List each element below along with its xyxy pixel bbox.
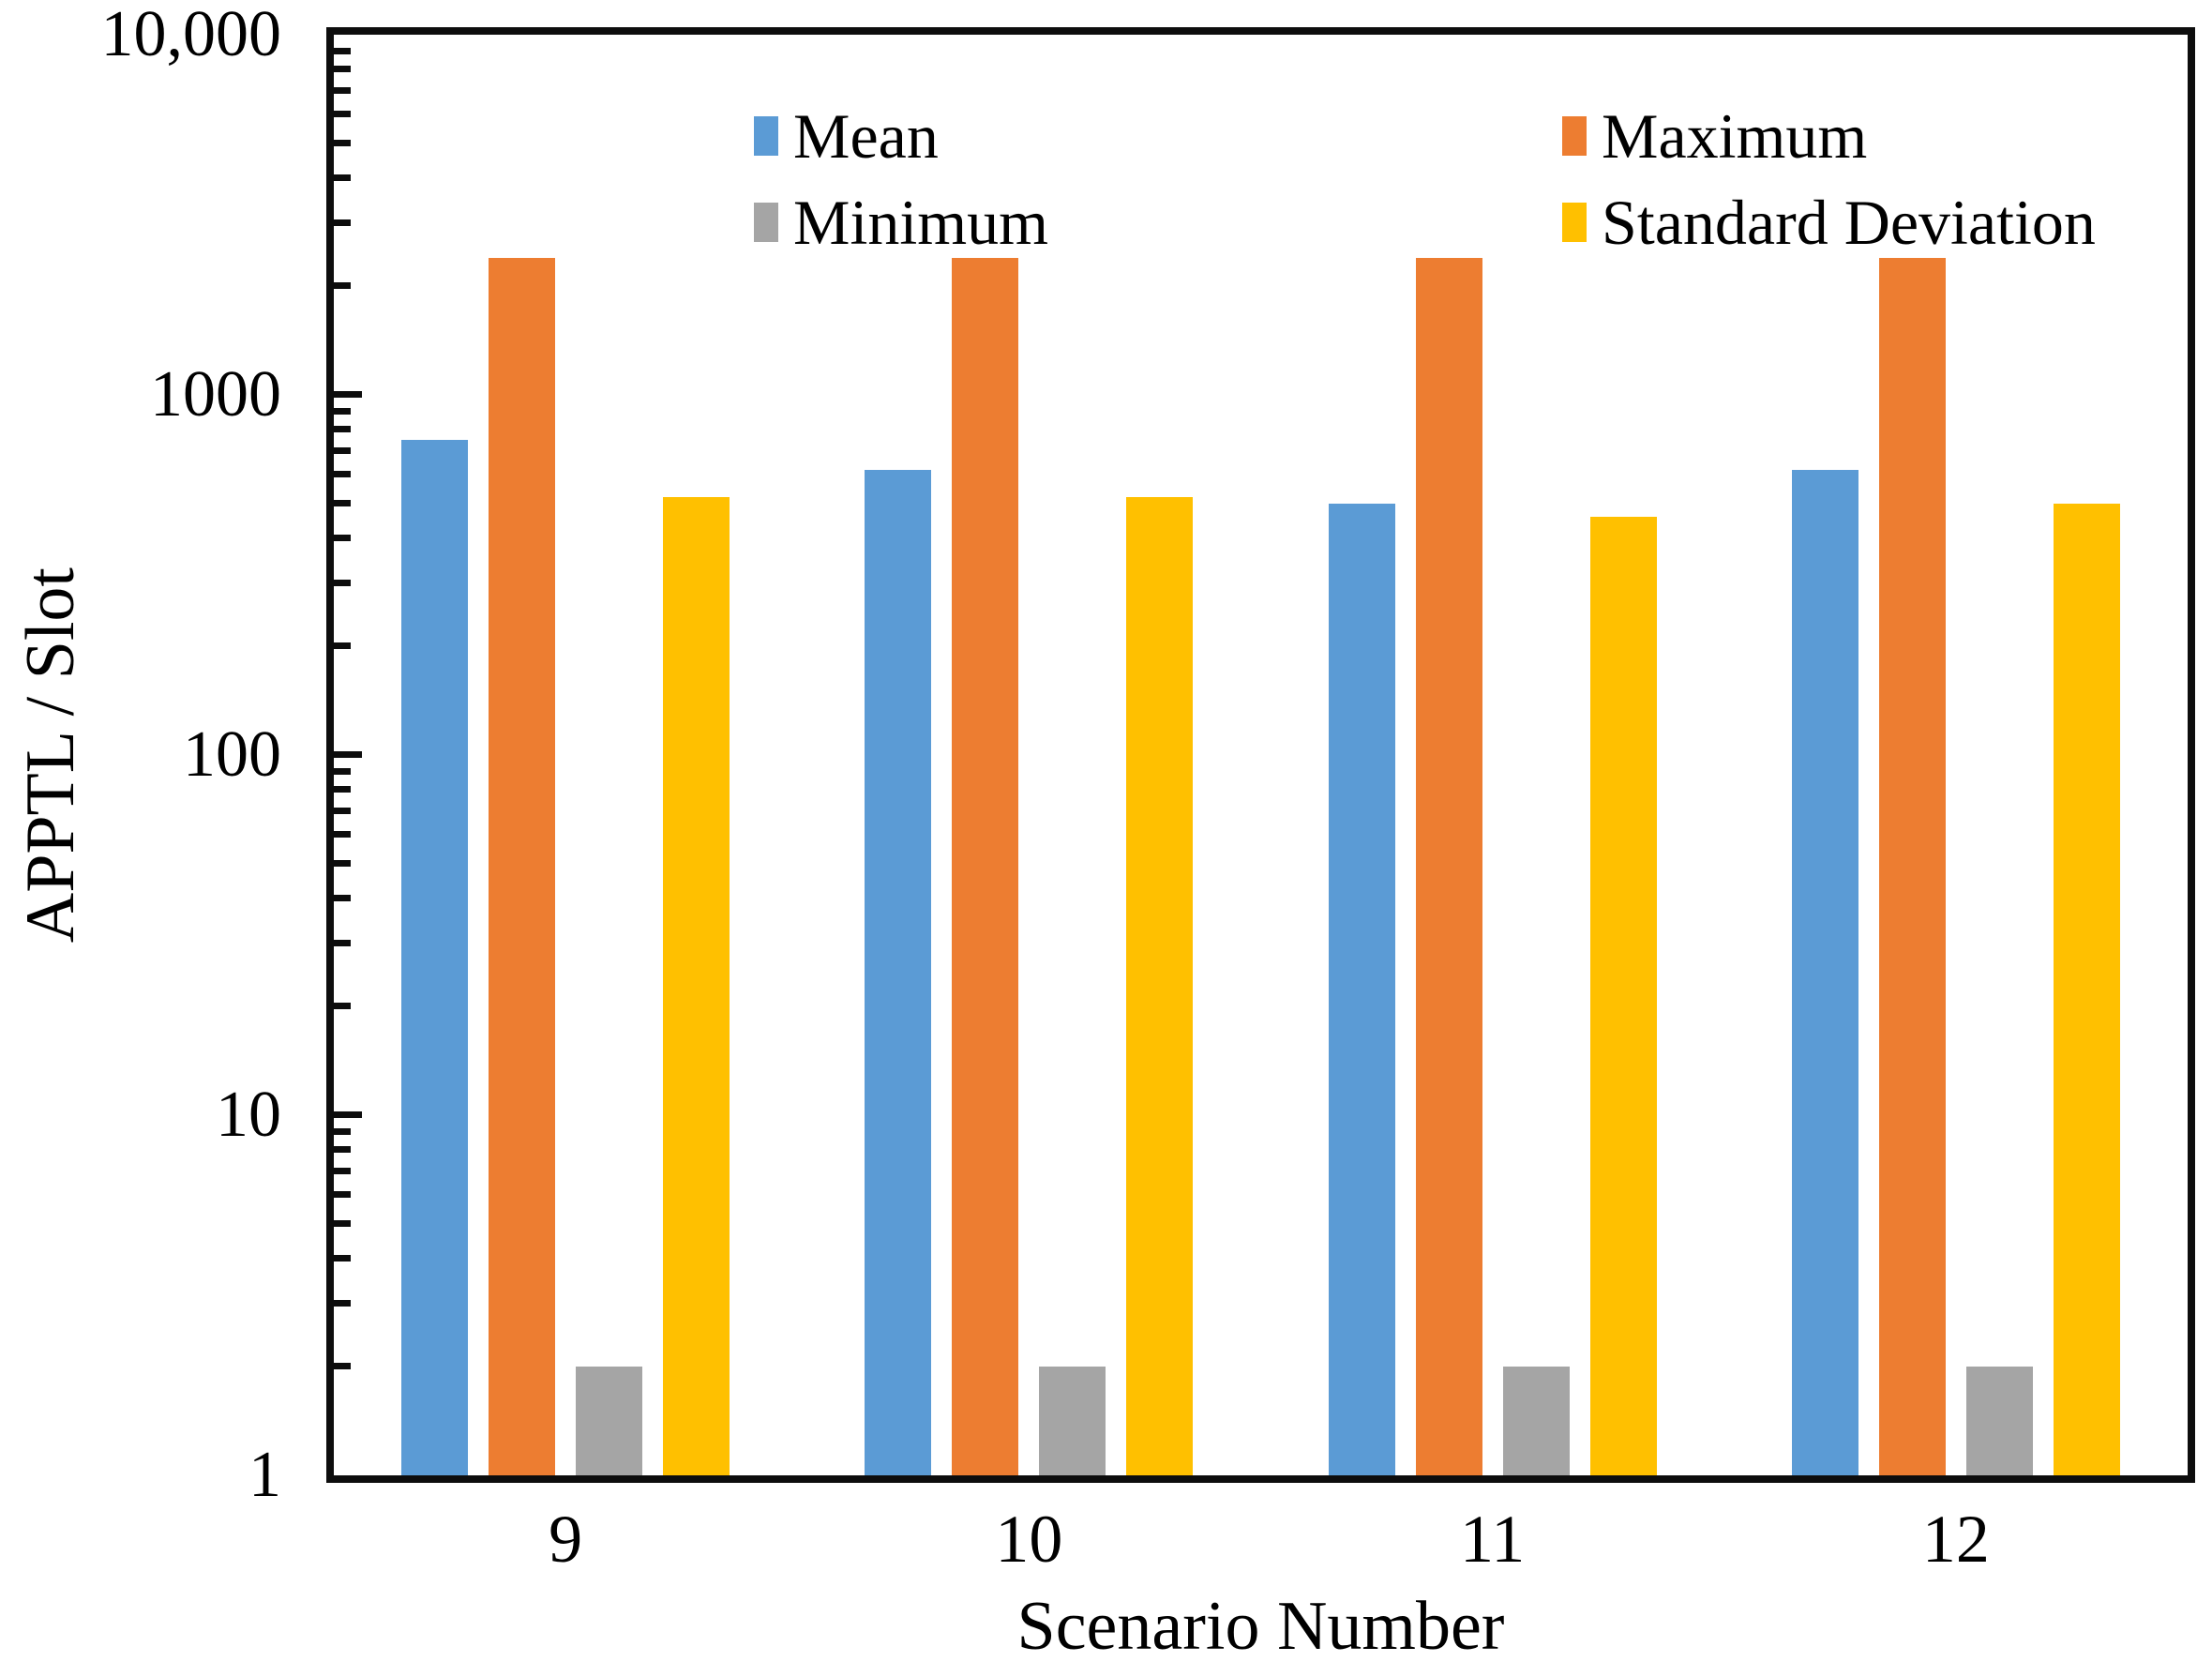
bar-maximum-9	[489, 257, 556, 1475]
y-minor-tick	[334, 859, 351, 867]
plot-area: Mean Maximum Minimum Standard Deviation	[326, 27, 2195, 1483]
y-minor-tick	[334, 219, 351, 226]
legend-swatch-minimum	[754, 203, 778, 242]
y-minor-tick	[334, 1299, 351, 1307]
y-minor-tick	[334, 407, 351, 415]
bar-minimum-11	[1502, 1367, 1570, 1475]
y-tick-label-10: 10	[216, 1079, 281, 1151]
y-minor-tick	[334, 1219, 351, 1227]
y-minor-tick	[334, 831, 351, 838]
bar-minimum-10	[1039, 1367, 1106, 1475]
legend: Mean Maximum Minimum Standard Deviation	[754, 100, 2096, 258]
y-minor-tick	[334, 86, 351, 94]
y-minor-tick	[334, 174, 351, 181]
bar-standard-deviation-10	[1126, 497, 1194, 1475]
bar-groups	[334, 35, 2188, 1475]
y-minor-tick	[334, 1167, 351, 1174]
bar-mean-12	[1791, 469, 1858, 1475]
bar-standard-deviation-11	[1589, 516, 1657, 1475]
x-tick-label-11: 11	[1459, 1502, 1526, 1577]
y-tick-label-1: 1	[248, 1439, 281, 1511]
bar-standard-deviation-9	[663, 497, 730, 1475]
bar-group-10	[797, 35, 1260, 1475]
legend-label-maximum: Maximum	[1602, 99, 1868, 172]
bar-group-12	[1724, 35, 2188, 1475]
y-minor-tick	[334, 1191, 351, 1199]
y-minor-tick	[334, 534, 351, 541]
legend-label-minimum: Minimum	[793, 186, 1049, 258]
bar-group-9	[334, 35, 797, 1475]
y-minor-tick	[334, 642, 351, 650]
y-minor-tick	[334, 1254, 351, 1262]
legend-label-standard-deviation: Standard Deviation	[1602, 186, 2096, 258]
y-minor-tick	[334, 807, 351, 814]
y-tick-label-1000: 1000	[150, 358, 281, 431]
x-tick-label-10: 10	[995, 1502, 1063, 1577]
y-minor-tick	[334, 1363, 351, 1370]
bar-minimum-12	[1965, 1367, 2033, 1475]
x-axis-tick-labels: 9 10 11 12	[334, 1501, 2188, 1579]
y-axis-tick-labels: 1 10 100 1000 10,000	[0, 1, 282, 1509]
bar-group-11	[1261, 35, 1724, 1475]
bar-mean-10	[865, 469, 932, 1475]
y-minor-tick	[334, 282, 351, 290]
y-minor-tick	[334, 111, 351, 118]
x-axis-title: Scenario Number	[334, 1587, 2188, 1667]
bar-standard-deviation-12	[2053, 503, 2120, 1475]
y-major-tick	[334, 751, 362, 758]
y-minor-tick	[334, 579, 351, 586]
bar-minimum-9	[576, 1367, 643, 1475]
y-tick-label-10000: 10,000	[100, 0, 282, 70]
y-minor-tick	[334, 426, 351, 433]
legend-swatch-mean	[754, 116, 778, 156]
y-minor-tick	[334, 446, 351, 454]
x-tick-label-12: 12	[1921, 1502, 1990, 1577]
y-minor-tick	[334, 767, 351, 775]
bar-mean-9	[401, 439, 469, 1475]
y-minor-tick	[334, 139, 351, 146]
legend-label-mean: Mean	[793, 99, 939, 172]
legend-item-minimum: Minimum	[754, 187, 1562, 258]
y-minor-tick	[334, 1146, 351, 1154]
bar-maximum-11	[1415, 257, 1482, 1475]
bar-maximum-10	[952, 257, 1019, 1475]
y-minor-tick	[334, 471, 351, 478]
y-tick-label-100: 100	[183, 718, 281, 791]
y-minor-tick	[334, 66, 351, 73]
legend-item-standard-deviation: Standard Deviation	[1562, 187, 2096, 258]
legend-item-mean: Mean	[754, 100, 1562, 172]
legend-item-maximum: Maximum	[1562, 100, 2096, 172]
y-minor-tick	[334, 47, 351, 54]
y-minor-tick	[334, 499, 351, 506]
legend-swatch-maximum	[1562, 116, 1587, 156]
y-major-tick	[334, 1111, 362, 1118]
y-minor-tick	[334, 939, 351, 946]
y-minor-tick	[334, 894, 351, 901]
y-minor-tick	[334, 786, 351, 793]
bar-maximum-12	[1878, 257, 1946, 1475]
x-tick-label-9: 9	[549, 1502, 583, 1577]
y-major-tick	[334, 391, 362, 398]
y-minor-tick	[334, 1127, 351, 1135]
x-axis-title-text: Scenario Number	[1016, 1588, 1505, 1665]
legend-swatch-standard-deviation	[1562, 203, 1587, 242]
y-minor-tick	[334, 1003, 351, 1010]
bar-mean-11	[1328, 503, 1395, 1475]
